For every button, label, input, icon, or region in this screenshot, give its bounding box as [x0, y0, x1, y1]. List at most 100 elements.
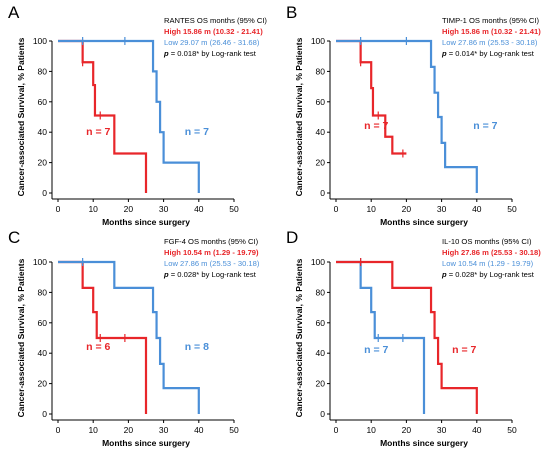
x-tick-label: 0 [334, 425, 339, 435]
x-axis-title: Months since surgery [380, 217, 468, 227]
y-tick-label: 40 [38, 348, 48, 358]
x-tick-label: 10 [88, 425, 98, 435]
stats-header: FGF-4 OS months (95% CI) [164, 237, 259, 246]
p-symbol: p [441, 270, 447, 279]
x-tick-label: 0 [56, 204, 61, 214]
panel-letter: B [286, 3, 297, 22]
y-tick-label: 20 [316, 158, 326, 168]
stats-low: Low 27.86 m (25.53 - 30.18) [164, 259, 260, 268]
y-tick-label: 80 [316, 66, 326, 76]
x-tick-label: 50 [507, 204, 517, 214]
p-symbol: p [163, 270, 169, 279]
x-tick-label: 20 [402, 425, 412, 435]
y-tick-label: 40 [38, 127, 48, 137]
blue-survival-curve [58, 39, 200, 193]
blue-n-label: n = 7 [473, 120, 497, 132]
x-tick-label: 0 [56, 425, 61, 435]
y-tick-label: 100 [311, 36, 325, 46]
x-tick-label: 40 [472, 425, 482, 435]
y-axis-title: Cancer-associated Survival, % Patients [294, 258, 304, 417]
panel-letter: C [8, 228, 20, 247]
stats-header: IL-10 OS months (95% CI) [442, 237, 532, 246]
x-axis-title: Months since surgery [102, 438, 190, 448]
x-tick-label: 10 [88, 204, 98, 214]
stats-header: RANTES OS months (95% CI) [164, 16, 267, 25]
y-axis-title: Cancer-associated Survival, % Patients [16, 37, 26, 196]
x-tick-label: 10 [366, 204, 376, 214]
p-value-text: = 0.028* by Log-rank test [169, 270, 257, 279]
red-survival-curve [58, 39, 148, 193]
stats-low: Low 29.07 m (26.46 - 31.68) [164, 38, 260, 47]
stats-p-value: p = 0.018* by Log-rank test [163, 49, 257, 58]
stats-high: High 10.54 m (1.29 - 19.79) [164, 248, 259, 257]
p-value-text: = 0.014* by Log-rank test [447, 49, 535, 58]
y-tick-label: 0 [42, 409, 47, 419]
p-symbol: p [163, 49, 169, 58]
stats-low: Low 27.86 m (25.53 - 30.18) [442, 38, 538, 47]
y-tick-label: 20 [316, 379, 326, 389]
stats-high: High 15.86 m (10.32 - 21.41) [442, 27, 541, 36]
y-tick-label: 20 [38, 379, 48, 389]
red-n-label: n = 7 [452, 344, 476, 356]
y-axis-title: Cancer-associated Survival, % Patients [16, 258, 26, 417]
stats-high: High 27.86 m (25.53 - 30.18) [442, 248, 541, 257]
x-tick-label: 20 [124, 425, 134, 435]
panel-a: A 0 10 20 30 40 50 0 20 40 60 80 100 Months since sur… [8, 3, 267, 227]
y-tick-label: 0 [42, 188, 47, 198]
x-tick-label: 20 [124, 204, 134, 214]
y-tick-label: 60 [316, 97, 326, 107]
y-tick-label: 20 [38, 158, 48, 168]
y-tick-label: 100 [33, 36, 47, 46]
x-tick-label: 40 [472, 204, 482, 214]
stats-p-value: p = 0.028* by Log-rank test [441, 270, 535, 279]
x-axis-title: Months since surgery [102, 217, 190, 227]
y-tick-label: 40 [316, 348, 326, 358]
stats-p-value: p = 0.028* by Log-rank test [163, 270, 257, 279]
stats-p-value: p = 0.014* by Log-rank test [441, 49, 535, 58]
p-value-text: = 0.018* by Log-rank test [169, 49, 257, 58]
stats-low: Low 10.54 m (1.29 - 19.79) [442, 259, 534, 268]
x-tick-label: 10 [366, 425, 376, 435]
stats-high: High 15.86 m (10.32 - 21.41) [164, 27, 263, 36]
panel-letter: A [8, 3, 20, 22]
y-tick-label: 100 [311, 257, 325, 267]
x-tick-label: 50 [229, 425, 239, 435]
blue-survival-curve [336, 260, 426, 414]
x-tick-label: 40 [194, 204, 204, 214]
p-symbol: p [441, 49, 447, 58]
y-tick-label: 60 [38, 97, 48, 107]
y-tick-label: 80 [38, 66, 48, 76]
red-survival-curve [336, 39, 407, 155]
x-tick-label: 50 [507, 425, 517, 435]
x-tick-label: 30 [159, 204, 169, 214]
p-value-text: = 0.028* by Log-rank test [447, 270, 535, 279]
blue-n-label: n = 7 [364, 344, 388, 356]
red-n-label: n = 7 [364, 120, 388, 132]
blue-survival-curve [336, 39, 478, 193]
x-tick-label: 30 [437, 204, 447, 214]
x-axis-title: Months since surgery [380, 438, 468, 448]
x-tick-label: 20 [402, 204, 412, 214]
y-tick-label: 80 [316, 287, 326, 297]
y-tick-label: 60 [316, 318, 326, 328]
y-tick-label: 0 [320, 409, 325, 419]
y-axis-title: Cancer-associated Survival, % Patients [294, 37, 304, 196]
red-n-label: n = 6 [86, 341, 110, 353]
y-tick-label: 40 [316, 127, 326, 137]
x-tick-label: 50 [229, 204, 239, 214]
x-tick-label: 40 [194, 425, 204, 435]
red-survival-curve [58, 260, 148, 414]
panel-b: B 0 10 20 30 40 50 0 20 40 60 80 100 Months since sur… [286, 3, 541, 227]
x-tick-label: 30 [159, 425, 169, 435]
red-survival-curve [336, 260, 478, 414]
panel-d: D 0 10 20 30 40 50 0 20 40 60 80 100 Months since sur… [286, 228, 541, 448]
blue-n-label: n = 8 [185, 341, 209, 353]
y-tick-label: 100 [33, 257, 47, 267]
x-tick-label: 30 [437, 425, 447, 435]
y-tick-label: 0 [320, 188, 325, 198]
blue-n-label: n = 7 [185, 126, 209, 138]
x-tick-label: 0 [334, 204, 339, 214]
panel-c: C 0 10 20 30 40 50 0 20 40 60 80 100 Months since sur… [8, 228, 260, 448]
stats-header: TIMP-1 OS months (95% CI) [442, 16, 540, 25]
